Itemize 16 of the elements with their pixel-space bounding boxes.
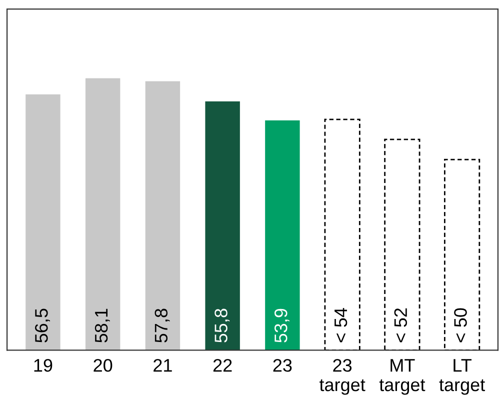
data-label: < 52	[394, 308, 408, 342]
x-tick-label: 20	[94, 358, 112, 372]
data-label: 55,8	[214, 308, 230, 342]
x-tick-label: 22	[213, 358, 232, 372]
x-tick-label: LT target	[439, 359, 486, 395]
data-label: 58,1	[94, 308, 110, 342]
data-label: < 54	[334, 308, 348, 342]
data-label: < 50	[454, 308, 467, 342]
x-tick-label: 19	[34, 358, 52, 372]
data-label: 56,5	[35, 308, 50, 342]
x-tick-label: 23 target	[320, 358, 366, 395]
data-label: 57,8	[154, 308, 170, 342]
x-tick-label: MT target	[379, 359, 426, 395]
data-label: 53,9	[274, 308, 290, 342]
x-tick-label: 23	[273, 358, 292, 372]
x-tick-label: 21	[154, 358, 172, 372]
